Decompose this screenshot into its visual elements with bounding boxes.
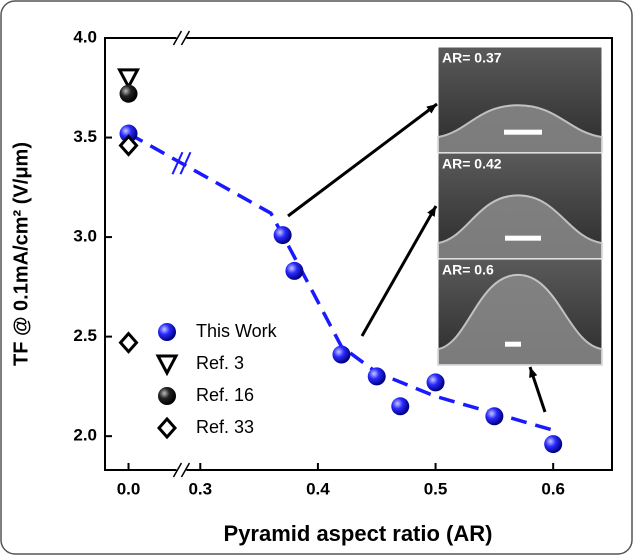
y-axis-label: TF @ 0.1mA/cm² (V/μm) (10, 142, 32, 366)
inset-label: AR= 0.37 (442, 50, 502, 66)
arrow-head (427, 206, 436, 217)
legend-marker (155, 354, 179, 377)
marker-triangle (117, 68, 141, 91)
axis-frame (104, 37, 613, 471)
marker-sphere (119, 124, 138, 143)
axis-break-gap (176, 467, 187, 473)
x-tick-label: 0.6 (541, 479, 565, 498)
y-tick-label: 3.5 (73, 127, 97, 146)
legend-label: Ref. 3 (196, 353, 244, 373)
arrow (360, 205, 438, 337)
line-break-mark (179, 151, 192, 175)
marker-sphere (332, 345, 351, 364)
x-tick-label: 0.0 (117, 479, 141, 498)
scale-bar (504, 129, 542, 135)
marker-sphere (285, 261, 304, 280)
axis-break-gap (176, 35, 187, 41)
marker-sphere (485, 407, 504, 426)
arrow-head (426, 104, 437, 114)
x-tick-label: 0.3 (188, 479, 212, 498)
x-axis-label: Pyramid aspect ratio (AR) (224, 521, 493, 546)
legend-marker (158, 387, 176, 405)
inset-label: AR= 0.42 (442, 156, 502, 172)
inset-label: AR= 0.6 (442, 262, 494, 278)
arrow (287, 102, 438, 218)
legend-label: This Work (196, 321, 278, 341)
axis-break-mark (172, 30, 183, 46)
marker-diamond (118, 331, 139, 354)
marker-sphere (273, 226, 292, 245)
x-tick-label: 0.4 (306, 479, 330, 498)
sem-pyramid (437, 273, 603, 366)
axis-break-mark (172, 462, 183, 478)
sem-inset: AR= 0.6 (437, 258, 603, 366)
marker-sphere (119, 84, 138, 103)
line-break-mark (171, 151, 184, 175)
y-tick-label: 2.0 (73, 426, 97, 445)
marker-sphere (367, 367, 386, 386)
marker-sphere (544, 435, 563, 454)
legend-label: Ref. 33 (196, 417, 254, 437)
y-tick-label: 2.5 (73, 326, 97, 345)
marker-sphere (426, 373, 445, 392)
axis-break-mark (180, 30, 191, 46)
sem-pyramid (437, 104, 603, 154)
x-tick-label: 0.5 (424, 479, 448, 498)
scale-bar (505, 341, 521, 347)
marker-sphere (391, 397, 410, 416)
y-tick-label: 4.0 (73, 27, 97, 46)
legend-label: Ref. 16 (196, 385, 254, 405)
scale-bar (505, 235, 541, 241)
sem-inset: AR= 0.37 (437, 46, 603, 154)
axis-break-mark (180, 462, 191, 478)
y-tick-label: 3.0 (73, 227, 97, 246)
legend-marker (158, 323, 176, 341)
sem-pyramid (437, 194, 603, 260)
sem-inset: AR= 0.42 (437, 152, 603, 260)
marker-diamond (118, 134, 139, 157)
arrow-head (529, 367, 538, 378)
legend-marker (156, 416, 178, 440)
